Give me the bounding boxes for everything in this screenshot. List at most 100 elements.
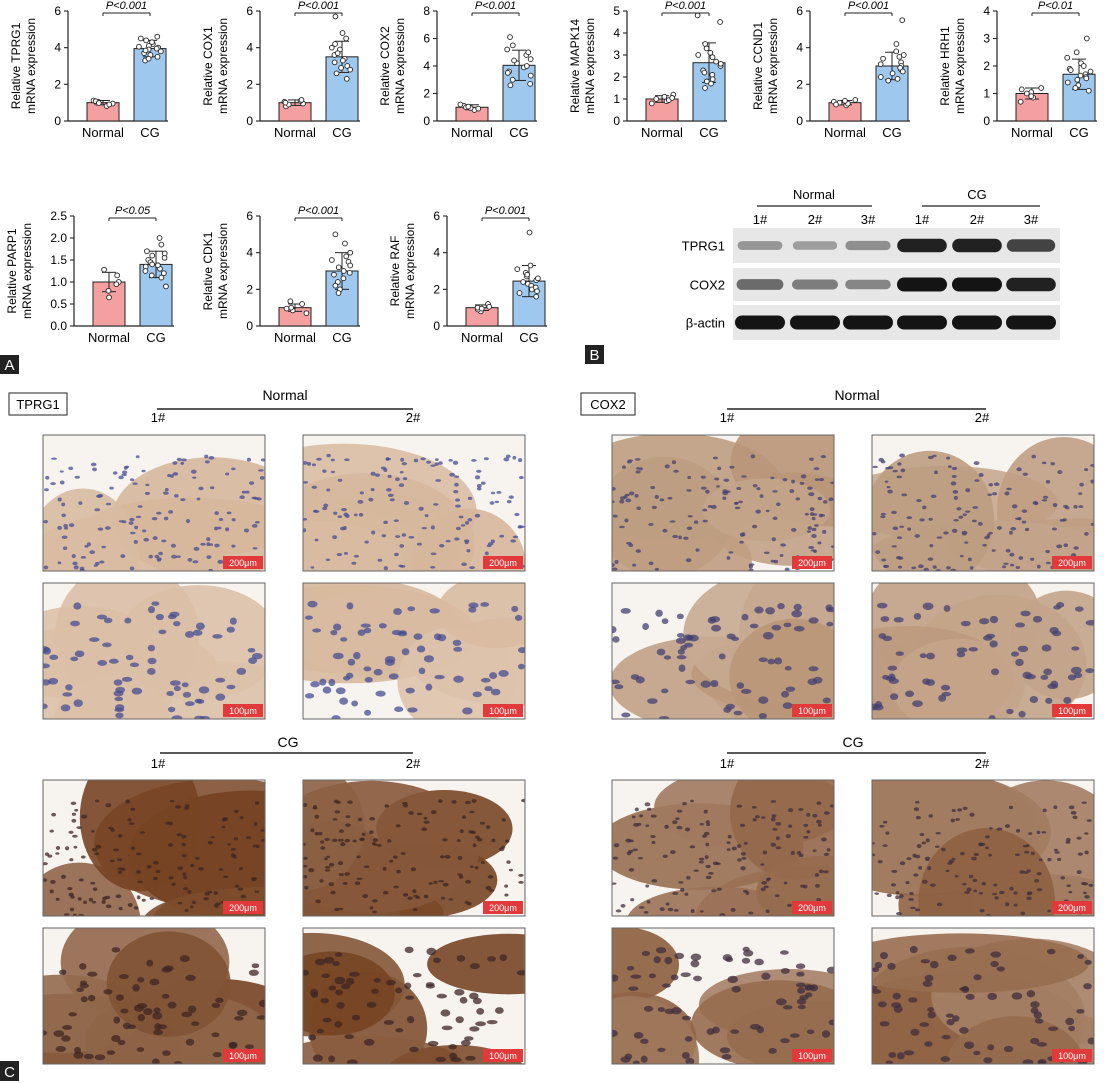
- cell-nucleus: [434, 674, 445, 680]
- cell-nucleus: [43, 703, 48, 710]
- cell-nucleus: [234, 1016, 244, 1021]
- cell-nucleus: [303, 864, 308, 868]
- cell-nucleus: [919, 832, 925, 837]
- cell-nucleus: [435, 458, 439, 462]
- cell-nucleus: [971, 519, 977, 523]
- cell-nucleus: [73, 565, 79, 570]
- ihc-image: 100μm: [302, 582, 526, 720]
- cell-nucleus: [441, 1025, 453, 1031]
- y-tick-label: 6: [246, 209, 253, 223]
- scale-bar-label: 200μm: [489, 558, 517, 568]
- cell-nucleus: [657, 1007, 666, 1012]
- cell-nucleus: [730, 1029, 740, 1034]
- cell-nucleus: [1038, 858, 1043, 862]
- cell-nucleus: [184, 806, 190, 811]
- cell-nucleus: [804, 512, 809, 516]
- cell-nucleus: [918, 866, 923, 870]
- p-value: P<0.001: [665, 0, 706, 12]
- scale-bar: [1052, 704, 1092, 717]
- cell-nucleus: [625, 498, 632, 503]
- sample-label: 2#: [975, 410, 990, 425]
- cell-nucleus: [726, 633, 736, 640]
- cell-nucleus: [771, 814, 777, 818]
- cell-nucleus: [906, 516, 913, 520]
- cell-nucleus: [687, 475, 692, 480]
- cell-nucleus: [625, 838, 632, 843]
- cell-nucleus: [433, 503, 439, 506]
- cell-nucleus: [1022, 472, 1028, 476]
- scale-bar: [792, 1049, 832, 1062]
- cell-nucleus: [454, 989, 465, 996]
- cell-nucleus: [951, 466, 958, 471]
- cell-nucleus: [49, 889, 54, 894]
- data-point: [516, 290, 523, 296]
- cell-nucleus: [731, 846, 737, 851]
- cell-nucleus: [211, 1002, 221, 1008]
- cell-nucleus: [198, 867, 204, 871]
- cell-nucleus: [74, 650, 85, 658]
- cell-nucleus: [680, 972, 691, 978]
- cell-nucleus: [822, 529, 827, 534]
- data-point: [1038, 85, 1045, 91]
- cell-nucleus: [440, 896, 446, 900]
- cell-nucleus: [345, 514, 350, 519]
- cell-nucleus: [487, 956, 496, 962]
- cell-nucleus: [951, 528, 958, 533]
- cell-nucleus: [723, 478, 730, 482]
- tissue-region: [106, 931, 231, 1037]
- cell-nucleus: [347, 658, 356, 666]
- cell-nucleus: [221, 825, 226, 829]
- cell-nucleus: [333, 799, 339, 804]
- data-point: [154, 33, 161, 40]
- cell-nucleus: [613, 843, 620, 848]
- cell-nucleus: [322, 686, 332, 694]
- cell-nucleus: [670, 850, 676, 855]
- cell-nucleus: [442, 838, 448, 842]
- cell-nucleus: [92, 887, 98, 891]
- cell-nucleus: [127, 1024, 137, 1030]
- cell-nucleus: [740, 851, 746, 856]
- y-tick-label: 4: [613, 26, 620, 40]
- cell-nucleus: [73, 602, 82, 610]
- cell-nucleus: [1090, 479, 1094, 484]
- cell-nucleus: [88, 897, 94, 902]
- cell-nucleus: [120, 1008, 129, 1014]
- cell-nucleus: [423, 894, 429, 899]
- cell-nucleus: [70, 801, 77, 806]
- cell-nucleus: [456, 955, 466, 962]
- cell-nucleus: [96, 614, 108, 620]
- cell-nucleus: [927, 866, 932, 871]
- cell-nucleus: [672, 534, 679, 539]
- cell-nucleus: [955, 817, 960, 821]
- y-tick-label: 4: [246, 41, 253, 55]
- image-frame: [302, 779, 526, 917]
- cell-nucleus: [360, 838, 365, 841]
- cell-nucleus: [454, 475, 460, 478]
- cell-nucleus: [728, 551, 734, 554]
- cell-nucleus: [953, 495, 958, 500]
- cell-nucleus: [217, 559, 224, 564]
- cell-nucleus: [50, 482, 56, 486]
- cell-nucleus: [992, 892, 998, 896]
- cell-nucleus: [938, 694, 947, 702]
- cell-nucleus: [312, 807, 318, 810]
- cell-nucleus: [736, 804, 743, 808]
- cell-nucleus: [717, 466, 722, 471]
- cell-nucleus: [413, 458, 419, 463]
- cell-nucleus: [43, 646, 50, 653]
- y-tick-label: 2.0: [50, 231, 67, 245]
- cell-nucleus: [516, 970, 525, 976]
- cell-nucleus: [476, 486, 482, 491]
- cell-nucleus: [940, 684, 951, 691]
- cell-nucleus: [952, 1015, 960, 1022]
- cell-nucleus: [113, 1016, 121, 1024]
- sample-label: 1#: [151, 410, 166, 425]
- cell-nucleus: [363, 865, 370, 869]
- cell-nucleus: [726, 848, 731, 851]
- cell-nucleus: [50, 880, 56, 884]
- cell-nucleus: [749, 1023, 761, 1030]
- cell-nucleus: [690, 799, 694, 803]
- cell-nucleus: [1036, 872, 1042, 876]
- image-frame: [42, 582, 266, 720]
- cell-nucleus: [330, 629, 338, 636]
